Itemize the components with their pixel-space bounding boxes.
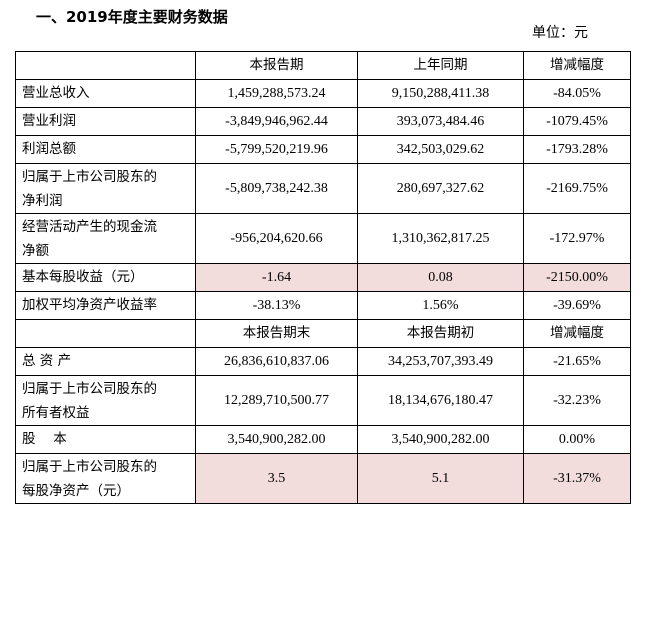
row-label: 归属于上市公司股东的 所有者权益 [15,375,196,426]
header-cell: 本报告期末 [195,319,358,348]
row-label-line: 归属于上市公司股东的 [22,380,157,397]
row-label-line: 每股净资产（元） [22,482,130,499]
row-label-line: 总 资 产 [22,353,72,369]
header-cell: 本报告期初 [357,319,524,348]
row-label: 归属于上市公司股东的 每股净资产（元） [15,453,196,504]
value-cell-current: 1,459,288,573.24 [195,79,358,108]
value-cell-change: -1793.28% [523,135,631,164]
value-cell-change: -31.37% [523,453,631,504]
value-cell-change: -172.97% [523,213,631,264]
row-label: 股 本 [15,425,196,454]
value-cell-current: 3,540,900,282.00 [195,425,358,454]
table-header-row: 本报告期末 本报告期初 增减幅度 [15,319,631,348]
header-cell-empty [15,51,196,80]
table-row: 营业总收入 1,459,288,573.24 9,150,288,411.38 -84… [15,79,631,108]
value-cell-change: -32.23% [523,375,631,426]
table-header-row: 本报告期 上年同期 增减幅度 [15,51,631,80]
table-row: 归属于上市公司股东的 所有者权益 12,289,710,500.77 18,134,6… [15,375,631,426]
value-cell-current: -5,809,738,242.38 [195,163,358,214]
value-cell-change: -21.65% [523,347,631,376]
value-cell-prior: 342,503,029.62 [357,135,524,164]
table-row: 股 本 3,540,900,282.00 3,540,900,282.00 0.00% [15,425,631,454]
table-row: 营业利润 -3,849,946,962.44 393,073,484.46 -1079… [15,107,631,136]
row-label: 归属于上市公司股东的 净利润 [15,163,196,214]
section-title: 一、2019年度主要财务数据 [36,8,228,26]
row-label-line: 基本每股收益（元） [22,269,144,285]
value-cell-current: -956,204,620.66 [195,213,358,264]
header-cell-empty [15,319,196,348]
value-cell-change: -2169.75% [523,163,631,214]
row-label-line: 股 本 [22,431,67,447]
row-label-line: 归属于上市公司股东的 [22,168,157,185]
header-cell: 增减幅度 [523,51,631,80]
value-cell-change: -84.05% [523,79,631,108]
table-row: 经营活动产生的现金流 净额 -956,204,620.66 1,310,362,817… [15,213,631,264]
value-cell-change: -39.69% [523,291,631,320]
row-label-line: 经营活动产生的现金流 [22,218,157,235]
table-row: 归属于上市公司股东的 每股净资产（元） 3.5 5.1 -31.37% [15,453,631,504]
header-cell: 本报告期 [195,51,358,80]
row-label-line: 利润总额 [22,141,76,157]
header-cell: 上年同期 [357,51,524,80]
table-row: 总 资 产 26,836,610,837.06 34,253,707,393.49-… [15,347,631,376]
value-cell-prior: 0.08 [357,263,524,292]
header-cell: 增减幅度 [523,319,631,348]
value-cell-current: -38.13% [195,291,358,320]
row-label-line: 营业总收入 [22,85,90,101]
value-cell-prior: 393,073,484.46 [357,107,524,136]
value-cell-current: -5,799,520,219.96 [195,135,358,164]
value-cell-prior: 1.56% [357,291,524,320]
value-cell-prior: 3,540,900,282.00 [357,425,524,454]
value-cell-current: 12,289,710,500.77 [195,375,358,426]
value-cell-prior: 1,310,362,817.25 [357,213,524,264]
value-cell-prior: 5.1 [357,453,524,504]
row-label: 加权平均净资产收益率 [15,291,196,320]
row-label-line: 所有者权益 [22,404,90,421]
row-label-line: 归属于上市公司股东的 [22,458,157,475]
value-cell-prior: 9,150,288,411.38 [357,79,524,108]
row-label: 利润总额 [15,135,196,164]
value-cell-change: 0.00% [523,425,631,454]
value-cell-current: 26,836,610,837.06 [195,347,358,376]
value-cell-prior: 34,253,707,393.49 [357,347,524,376]
row-label-line: 净利润 [22,192,63,209]
financial-data-table: 本报告期 上年同期 增减幅度 营业总收入 1,459,288,573.24 9,150,2… [15,51,631,504]
row-label-line: 加权平均净资产收益率 [22,297,157,313]
value-cell-change: -2150.00% [523,263,631,292]
row-label: 经营活动产生的现金流 净额 [15,213,196,264]
row-label-line: 净额 [22,242,49,259]
value-cell-change: -1079.45% [523,107,631,136]
value-cell-current: 3.5 [195,453,358,504]
value-cell-current: -3,849,946,962.44 [195,107,358,136]
table-row: 利润总额 -5,799,520,219.96 342,503,029.62 -1793… [15,135,631,164]
value-cell-prior: 18,134,676,180.47 [357,375,524,426]
value-cell-prior: 280,697,327.62 [357,163,524,214]
table-row: 加权平均净资产收益率 -38.13% 1.56% -39.69% [15,291,631,320]
row-label: 营业总收入 [15,79,196,108]
unit-label: 单位：元 [532,25,588,41]
row-label-line: 营业利润 [22,113,76,129]
row-label: 营业利润 [15,107,196,136]
row-label: 总 资 产 [15,347,196,376]
value-cell-current: -1.64 [195,263,358,292]
table-row: 基本每股收益（元） -1.64 0.08 -2150.00% [15,263,631,292]
row-label: 基本每股收益（元） [15,263,196,292]
table-row: 归属于上市公司股东的 净利润 -5,809,738,242.38 280,697,32… [15,163,631,214]
